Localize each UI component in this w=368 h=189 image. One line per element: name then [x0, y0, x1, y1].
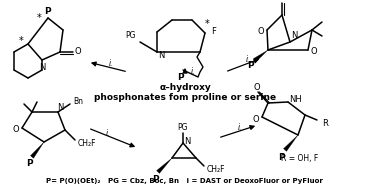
- Polygon shape: [254, 50, 268, 62]
- Text: R: R: [322, 119, 328, 128]
- Text: F: F: [212, 28, 216, 36]
- Text: CH₂F: CH₂F: [207, 166, 225, 174]
- Text: N: N: [184, 136, 190, 146]
- Text: CH₂F: CH₂F: [78, 139, 96, 149]
- Text: α–hydroxy: α–hydroxy: [159, 83, 211, 91]
- Text: Bn: Bn: [73, 97, 83, 105]
- Text: N: N: [57, 102, 63, 112]
- Text: i.: i.: [109, 59, 113, 67]
- Polygon shape: [283, 135, 298, 151]
- Text: P: P: [247, 61, 253, 70]
- Text: *: *: [37, 13, 41, 23]
- Text: P= P(O)(OEt)₂   PG = Cbz, Boc, Bn   i = DAST or DeoxoFluor or PyFluor: P= P(O)(OEt)₂ PG = Cbz, Boc, Bn i = DAST…: [46, 178, 322, 184]
- Text: *: *: [19, 36, 24, 46]
- Text: O: O: [279, 0, 285, 2]
- Text: O: O: [254, 83, 260, 91]
- Text: P: P: [177, 73, 183, 81]
- Text: N: N: [158, 51, 164, 60]
- Text: PG: PG: [125, 30, 135, 40]
- Text: O: O: [13, 125, 19, 135]
- Text: N: N: [291, 30, 297, 40]
- Text: O: O: [311, 47, 317, 57]
- Polygon shape: [157, 158, 172, 174]
- Text: phosphonates fom proline or serine: phosphonates fom proline or serine: [94, 92, 276, 101]
- Text: O: O: [258, 28, 264, 36]
- Text: R = OH, F: R = OH, F: [282, 153, 319, 163]
- Text: NH: NH: [289, 94, 301, 104]
- Text: i.: i.: [106, 129, 110, 138]
- Text: O: O: [253, 115, 259, 125]
- Text: PG: PG: [178, 122, 188, 132]
- Text: P: P: [26, 160, 32, 169]
- Text: P: P: [278, 153, 284, 161]
- Text: i.: i.: [246, 56, 250, 64]
- Text: i.: i.: [238, 122, 242, 132]
- Text: P: P: [152, 174, 158, 184]
- Text: i.: i.: [191, 67, 195, 75]
- Text: *: *: [205, 19, 209, 29]
- Text: P: P: [44, 6, 50, 15]
- Text: O: O: [75, 47, 81, 57]
- Text: N: N: [39, 63, 45, 71]
- Polygon shape: [31, 142, 44, 158]
